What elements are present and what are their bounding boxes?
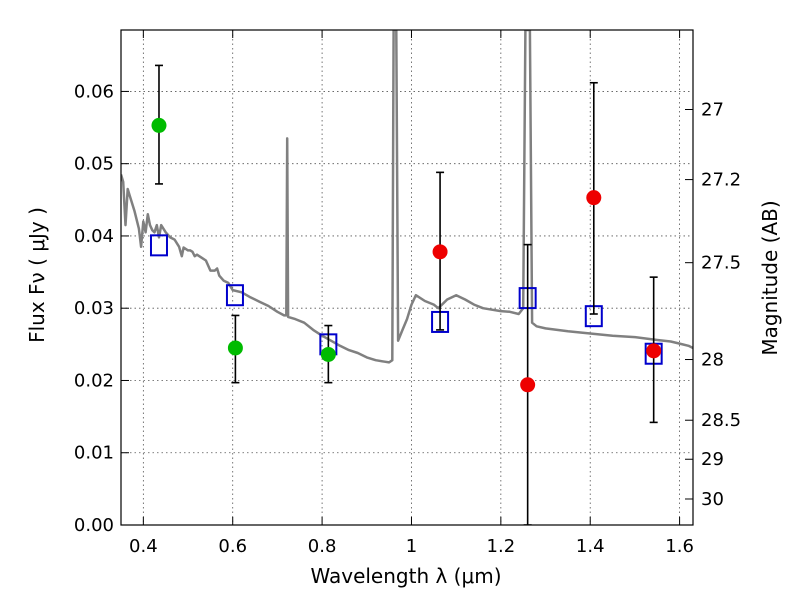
observed-point-red	[586, 190, 602, 206]
y-tick-label: 0.04	[74, 226, 114, 247]
model-spectrum-line	[121, 30, 693, 364]
x-axis-label: Wavelength λ (μm)	[310, 564, 501, 588]
right-tick-label: 27.5	[701, 253, 741, 274]
x-tick-label: 1.6	[665, 536, 694, 557]
right-tick-label: 29	[701, 449, 724, 470]
plot-frame	[120, 29, 694, 526]
y-tick-label: 0.06	[74, 81, 114, 102]
observed-point-green	[320, 346, 336, 362]
model-photometry-square	[149, 234, 168, 257]
observed-point-red	[432, 244, 448, 260]
right-tick-label: 30	[701, 489, 724, 510]
y-tick-label: 0.02	[74, 370, 114, 391]
x-tick-label: 1.4	[576, 536, 605, 557]
y-axis-label: Flux Fν ( μJy )	[25, 207, 49, 343]
observed-point-green	[151, 117, 167, 133]
x-tick-label: 1.2	[487, 536, 516, 557]
right-tick-label: 28.5	[701, 410, 741, 431]
observed-point-green	[227, 340, 243, 356]
observed-point-red	[646, 343, 662, 359]
right-axis-label: Magnitude (AB)	[758, 200, 782, 355]
x-tick-label: 0.8	[308, 536, 337, 557]
y-tick-label: 0.03	[74, 298, 114, 319]
x-tick-label: 1	[406, 536, 417, 557]
x-tick-label: 0.4	[129, 536, 158, 557]
y-tick-label: 0.00	[74, 515, 114, 536]
x-tick-label: 0.6	[218, 536, 247, 557]
right-tick-label: 28	[701, 350, 724, 371]
model-photometry-square	[225, 284, 244, 307]
grid	[121, 30, 693, 526]
right-tick-label: 27.2	[701, 170, 741, 191]
plot-area	[121, 30, 693, 525]
y-tick-label: 0.05	[74, 154, 114, 175]
observed-point-red	[520, 377, 536, 393]
right-tick-label: 27	[701, 99, 724, 120]
axes: 0.4 0.6 0.8 1 1.2 1.4 1.6 0.00 0.01 0.02 0.03 0.04 0…	[74, 29, 741, 557]
y-tick-label: 0.01	[74, 443, 114, 464]
